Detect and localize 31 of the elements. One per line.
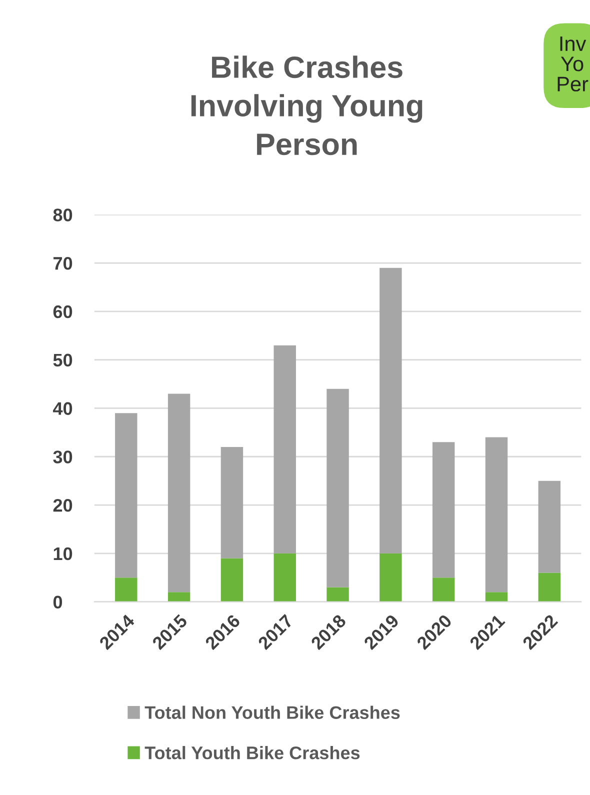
bar: [220, 446, 244, 558]
bar: [115, 578, 138, 602]
bar: [274, 553, 296, 602]
bar: [326, 388, 349, 588]
bar: [538, 480, 561, 573]
bar: [485, 437, 508, 592]
legend-label: Total Non Youth Bike Crashes: [144, 706, 400, 719]
bar: [432, 442, 455, 578]
y-tick-label: 20: [53, 498, 72, 512]
bar: [326, 587, 349, 602]
chart-title: Bike Crashes Involving Young Person: [191, 56, 422, 156]
y-tick-label: 60: [53, 305, 72, 318]
bar: [115, 413, 138, 578]
y-tick-label: 50: [53, 354, 72, 367]
y-tick-label: 40: [53, 402, 72, 415]
bar: [432, 578, 455, 602]
bar: [380, 553, 402, 602]
text: Inv Yo Per: [558, 36, 588, 92]
bar: [274, 345, 296, 554]
bar: [168, 592, 190, 602]
y-tick-label: 10: [54, 547, 72, 560]
bar: [220, 558, 244, 602]
y-tick-label: 0: [53, 596, 62, 609]
bar: [380, 268, 402, 554]
y-tick-label: 70: [54, 256, 72, 270]
bar: [168, 394, 190, 592]
bar: [485, 592, 508, 602]
y-tick-label: 80: [53, 208, 72, 222]
y-tick-label: 30: [53, 450, 72, 464]
bar: [538, 572, 561, 602]
legend-label: Total Youth Bike Crashes: [144, 746, 360, 760]
